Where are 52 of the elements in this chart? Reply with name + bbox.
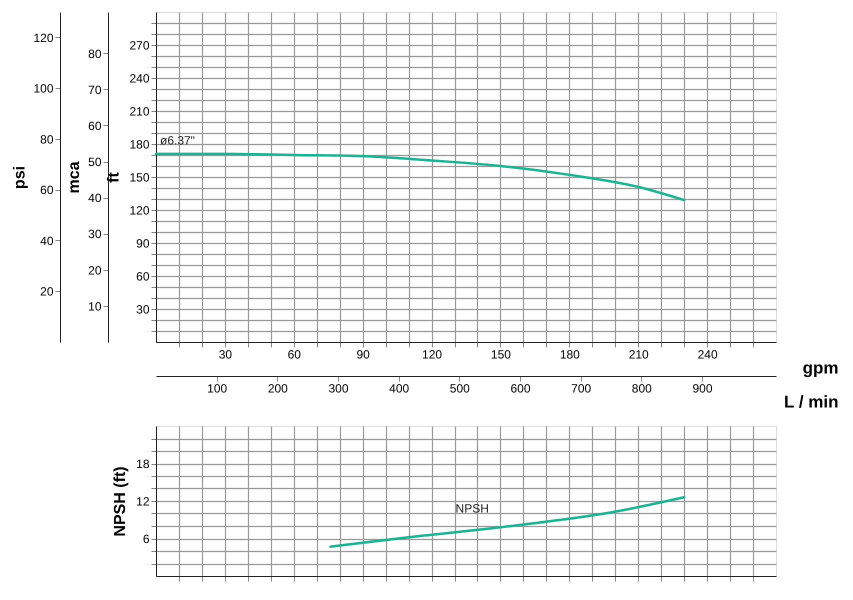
x-axis-title: gpm [802,358,838,378]
line-series [329,496,686,548]
x-tick-label: 210 [628,348,650,362]
y-tick-label: 30 [136,302,150,316]
y2-tick-label: 40 [40,234,54,248]
y3-axis-title: mca [66,161,84,194]
x2-tick-label: 700 [571,382,592,396]
x2-tick-label: 900 [692,382,713,396]
x-tick-label: 150 [490,348,512,362]
x-tick-label: 30 [218,348,232,362]
y-tick-label: 120 [129,204,150,218]
y3-tick-label: 60 [88,118,102,133]
y2-tick-label: 20 [40,284,54,299]
y-tick-label: 180 [129,138,150,152]
x2-tick-label: 300 [328,382,349,396]
x-tick-label: 60 [288,348,302,362]
y-tick-label: 270 [129,38,150,52]
annotation: ø6.37" [160,134,195,148]
y2-tick-label: 60 [40,183,54,198]
x2-axis-title: L / min [784,392,838,412]
x-tick-label: 120 [422,348,442,362]
x2-tick-label: 800 [632,382,652,396]
y2-tick-label: 80 [40,132,54,146]
y-axis-title: NPSH (ft) [112,466,130,537]
y-tick-label: 210 [129,104,150,118]
y3-tick-label: 70 [88,82,102,97]
y2-tick-label: 100 [33,82,54,96]
y-tick-label: 18 [136,457,150,471]
y-tick-label: 150 [129,170,150,184]
y-tick-label: 12 [136,494,150,508]
x2-tick-label: 600 [510,382,531,396]
y2-tick-label: 120 [33,30,54,45]
line-series [154,152,686,202]
x2-tick-label: 500 [450,382,470,396]
x-tick-label: 240 [698,348,718,362]
x2-tick-label: 400 [389,382,410,396]
y-tick-label: 240 [129,72,150,86]
x-tick-label: 180 [560,348,580,362]
y3-tick-label: 50 [88,155,102,170]
y-tick-label: 60 [136,270,150,284]
x-tick-label: 90 [356,348,370,362]
y2-axis-title: psi [11,166,28,190]
x2-tick-label: 100 [207,382,228,396]
y3-tick-label: 20 [88,263,102,278]
y3-tick-label: 80 [88,46,102,61]
y3-tick-label: 40 [88,191,102,206]
y3-tick-label: 10 [88,299,102,314]
y3-tick-label: 30 [88,227,102,242]
y-tick-label: 6 [142,532,150,546]
y-tick-label: 90 [136,236,150,250]
annotation: NPSH [456,502,489,516]
x2-tick-label: 200 [268,382,288,396]
